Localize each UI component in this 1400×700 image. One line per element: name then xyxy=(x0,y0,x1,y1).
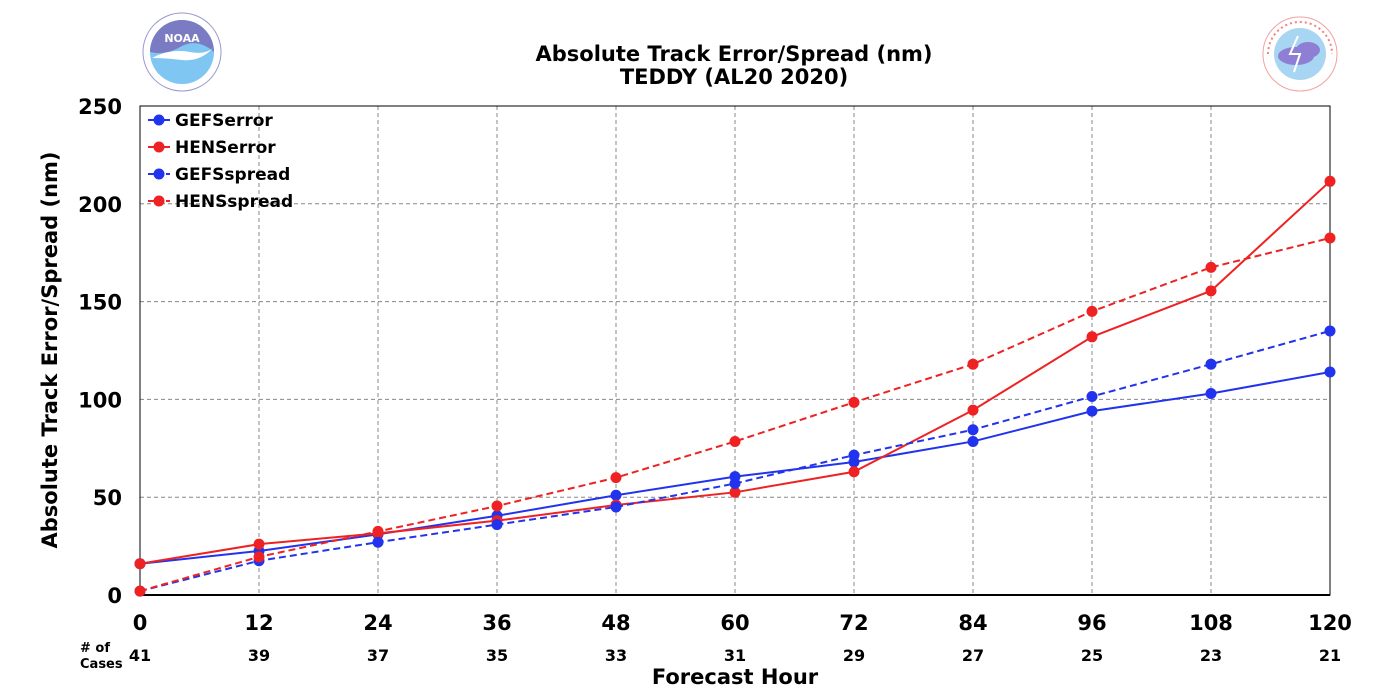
nws-logo xyxy=(1262,16,1338,92)
legend-item: HENSspread xyxy=(148,192,293,212)
case-count: 39 xyxy=(248,646,270,665)
cases-label-line2: Cases xyxy=(80,657,123,672)
y-tick-label: 250 xyxy=(78,95,122,119)
series-line xyxy=(139,237,1331,593)
case-count: 31 xyxy=(724,646,746,665)
data-point xyxy=(1205,358,1217,370)
legend-marker xyxy=(153,168,165,180)
case-count: 29 xyxy=(843,646,865,665)
x-tick-label: 48 xyxy=(601,611,630,635)
data-point xyxy=(134,585,146,597)
legend-label: HENSerror xyxy=(175,138,276,158)
x-tick-label: 108 xyxy=(1189,611,1233,635)
data-point xyxy=(1324,366,1336,378)
x-tick-label: 60 xyxy=(720,611,749,635)
series-layer xyxy=(134,175,1336,597)
noaa-logo: NOAA xyxy=(142,12,222,92)
legend-label: GEFSerror xyxy=(175,111,273,131)
data-point xyxy=(848,396,860,408)
y-axis-label: Absolute Track Error/Spread (nm) xyxy=(38,151,62,548)
y-tick-label: 200 xyxy=(78,193,122,217)
data-point xyxy=(729,478,741,490)
x-tick-label: 12 xyxy=(244,611,273,635)
plot-frame xyxy=(139,105,1331,596)
case-count: 33 xyxy=(605,646,627,665)
y-tick-label: 50 xyxy=(93,486,122,510)
x-tick-label: 36 xyxy=(482,611,511,635)
case-count: 37 xyxy=(367,646,389,665)
data-point xyxy=(848,466,860,478)
cases-row: # of Cases 41 39 37 35 33 31 29 27 25 23 21 xyxy=(80,641,1341,672)
legend-marker xyxy=(153,195,165,207)
data-point xyxy=(1086,405,1098,417)
x-ticks: 0 12 24 36 48 60 72 84 96 108 120 xyxy=(133,611,1352,635)
case-count: 35 xyxy=(486,646,508,665)
series-line xyxy=(139,329,1331,593)
data-point xyxy=(967,358,979,370)
cases-label-line1: # of xyxy=(80,641,110,656)
data-point xyxy=(1086,390,1098,402)
data-point xyxy=(491,500,503,512)
legend-marker xyxy=(153,114,165,126)
data-point xyxy=(729,486,741,498)
data-point xyxy=(1086,331,1098,343)
data-point xyxy=(967,404,979,416)
data-point xyxy=(610,489,622,501)
data-point xyxy=(372,536,384,548)
x-tick-label: 72 xyxy=(839,611,868,635)
data-point xyxy=(372,525,384,537)
data-point xyxy=(1086,305,1098,317)
data-point xyxy=(491,519,503,531)
data-point xyxy=(848,449,860,461)
noaa-logo-text: NOAA xyxy=(164,32,200,45)
data-point xyxy=(967,424,979,436)
data-point xyxy=(1324,232,1336,244)
data-point xyxy=(1205,285,1217,297)
data-point xyxy=(253,538,265,550)
y-tick-label: 150 xyxy=(78,291,122,315)
case-count: 21 xyxy=(1319,646,1341,665)
x-tick-label: 120 xyxy=(1308,611,1352,635)
legend-label: GEFSspread xyxy=(175,165,290,185)
legend-item: GEFSerror xyxy=(148,111,273,131)
case-count: 27 xyxy=(962,646,984,665)
data-point xyxy=(967,435,979,447)
grid xyxy=(140,106,1330,596)
x-tick-label: 0 xyxy=(133,611,148,635)
data-point xyxy=(1324,175,1336,187)
chart-title: Absolute Track Error/Spread (nm) xyxy=(535,42,932,66)
legend: GEFSerror HENSerror GEFSspread HENSspread xyxy=(148,111,293,212)
series-HENSspread xyxy=(134,232,1336,597)
legend-marker xyxy=(153,141,165,153)
x-tick-label: 84 xyxy=(958,611,987,635)
data-point xyxy=(610,472,622,484)
data-point xyxy=(1205,261,1217,273)
y-tick-label: 100 xyxy=(78,388,122,412)
data-point xyxy=(610,501,622,513)
data-point xyxy=(134,558,146,570)
y-ticks: 0 50 100 150 200 250 xyxy=(78,95,122,608)
x-tick-label: 24 xyxy=(363,611,392,635)
legend-label: HENSspread xyxy=(175,192,293,212)
chart-subtitle: TEDDY (AL20 2020) xyxy=(620,65,848,89)
case-count: 23 xyxy=(1200,646,1222,665)
data-point xyxy=(729,435,741,447)
data-point xyxy=(253,551,265,563)
legend-item: HENSerror xyxy=(148,138,276,158)
x-tick-label: 96 xyxy=(1077,611,1106,635)
case-count: 25 xyxy=(1081,646,1103,665)
data-point xyxy=(1324,325,1336,337)
legend-item: GEFSspread xyxy=(148,165,290,185)
y-tick-label: 0 xyxy=(107,584,122,608)
case-count: 41 xyxy=(129,646,151,665)
x-axis-label: Forecast Hour xyxy=(652,665,819,689)
data-point xyxy=(1205,388,1217,400)
